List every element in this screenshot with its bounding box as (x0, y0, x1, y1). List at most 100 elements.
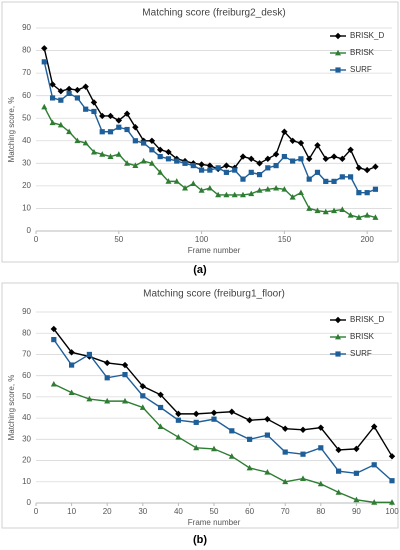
marker (104, 359, 111, 367)
marker (246, 464, 253, 471)
marker (339, 206, 346, 212)
marker (355, 214, 362, 220)
marker (157, 423, 164, 429)
marker (256, 160, 263, 167)
marker (115, 117, 122, 124)
marker (175, 434, 182, 440)
x-axis-label: Frame number (188, 518, 241, 527)
y-tick-label: 30 (22, 434, 31, 443)
marker (347, 146, 354, 153)
marker (228, 453, 235, 459)
marker (339, 155, 346, 163)
marker (323, 178, 329, 184)
x-tick-label: 200 (360, 235, 374, 244)
marker (371, 499, 378, 505)
y-tick-label: 20 (22, 181, 31, 190)
x-tick-label: 70 (281, 507, 290, 516)
marker (156, 146, 164, 153)
marker (223, 169, 230, 175)
marker (331, 207, 338, 214)
x-tick-label: 80 (316, 507, 325, 516)
marker (148, 137, 156, 144)
marker (298, 156, 304, 162)
marker (314, 169, 321, 175)
marker (86, 351, 92, 358)
x-tick-label: 40 (174, 507, 183, 516)
marker (90, 148, 97, 155)
marker (228, 408, 235, 415)
caption: (a) (193, 264, 207, 276)
x-tick-label: 100 (385, 507, 399, 516)
marker (206, 184, 213, 191)
y-tick-label: 80 (22, 328, 31, 337)
x-tick-label: 0 (34, 235, 39, 244)
legend-marker (335, 333, 341, 340)
marker (82, 139, 89, 146)
marker (371, 462, 377, 468)
legend-marker (335, 49, 341, 56)
series-line (53, 339, 393, 482)
marker (82, 83, 89, 90)
y-tick-label: 0 (27, 226, 32, 235)
marker (264, 415, 271, 423)
marker (240, 176, 246, 182)
marker (372, 186, 379, 192)
marker (211, 445, 217, 452)
marker (290, 158, 296, 164)
marker (66, 128, 73, 135)
marker (272, 151, 280, 158)
y-tick-label: 60 (22, 371, 31, 380)
marker (182, 184, 189, 191)
marker (122, 372, 128, 378)
marker (198, 187, 205, 193)
marker (273, 162, 279, 169)
marker (300, 475, 306, 481)
x-tick-label: 0 (34, 507, 39, 516)
marker (99, 129, 105, 135)
y-tick-label: 90 (22, 23, 31, 32)
marker (256, 187, 263, 193)
marker (165, 178, 172, 184)
marker (157, 391, 164, 398)
marker (165, 156, 172, 162)
marker (157, 169, 164, 175)
marker (239, 191, 246, 198)
marker (57, 87, 65, 95)
marker (232, 167, 238, 173)
marker (50, 325, 57, 333)
marker (193, 419, 199, 425)
marker (229, 428, 235, 434)
marker (58, 97, 64, 103)
marker (335, 446, 342, 454)
y-tick-label: 50 (22, 113, 31, 122)
marker (115, 151, 122, 157)
marker (158, 404, 164, 411)
x-tick-label: 100 (195, 235, 209, 244)
marker (41, 103, 48, 110)
marker (306, 176, 312, 182)
x-tick-label: 150 (278, 235, 292, 244)
series-line (43, 61, 376, 194)
marker (74, 137, 81, 144)
marker (353, 496, 360, 503)
x-tick-label: 30 (138, 507, 147, 516)
marker (190, 180, 197, 187)
marker (174, 158, 180, 164)
marker (51, 336, 57, 343)
marker (281, 128, 288, 135)
y-tick-label: 20 (22, 456, 31, 465)
y-tick-label: 40 (22, 136, 31, 145)
marker (74, 95, 80, 101)
marker (248, 169, 254, 175)
y-tick-label: 10 (22, 477, 31, 486)
marker (175, 417, 181, 423)
marker (264, 186, 271, 192)
y-tick-label: 0 (27, 498, 32, 507)
marker (90, 99, 98, 106)
marker (139, 404, 146, 410)
marker (124, 126, 130, 133)
marker (149, 147, 155, 153)
marker (122, 397, 128, 404)
x-tick-label: 10 (67, 507, 76, 516)
